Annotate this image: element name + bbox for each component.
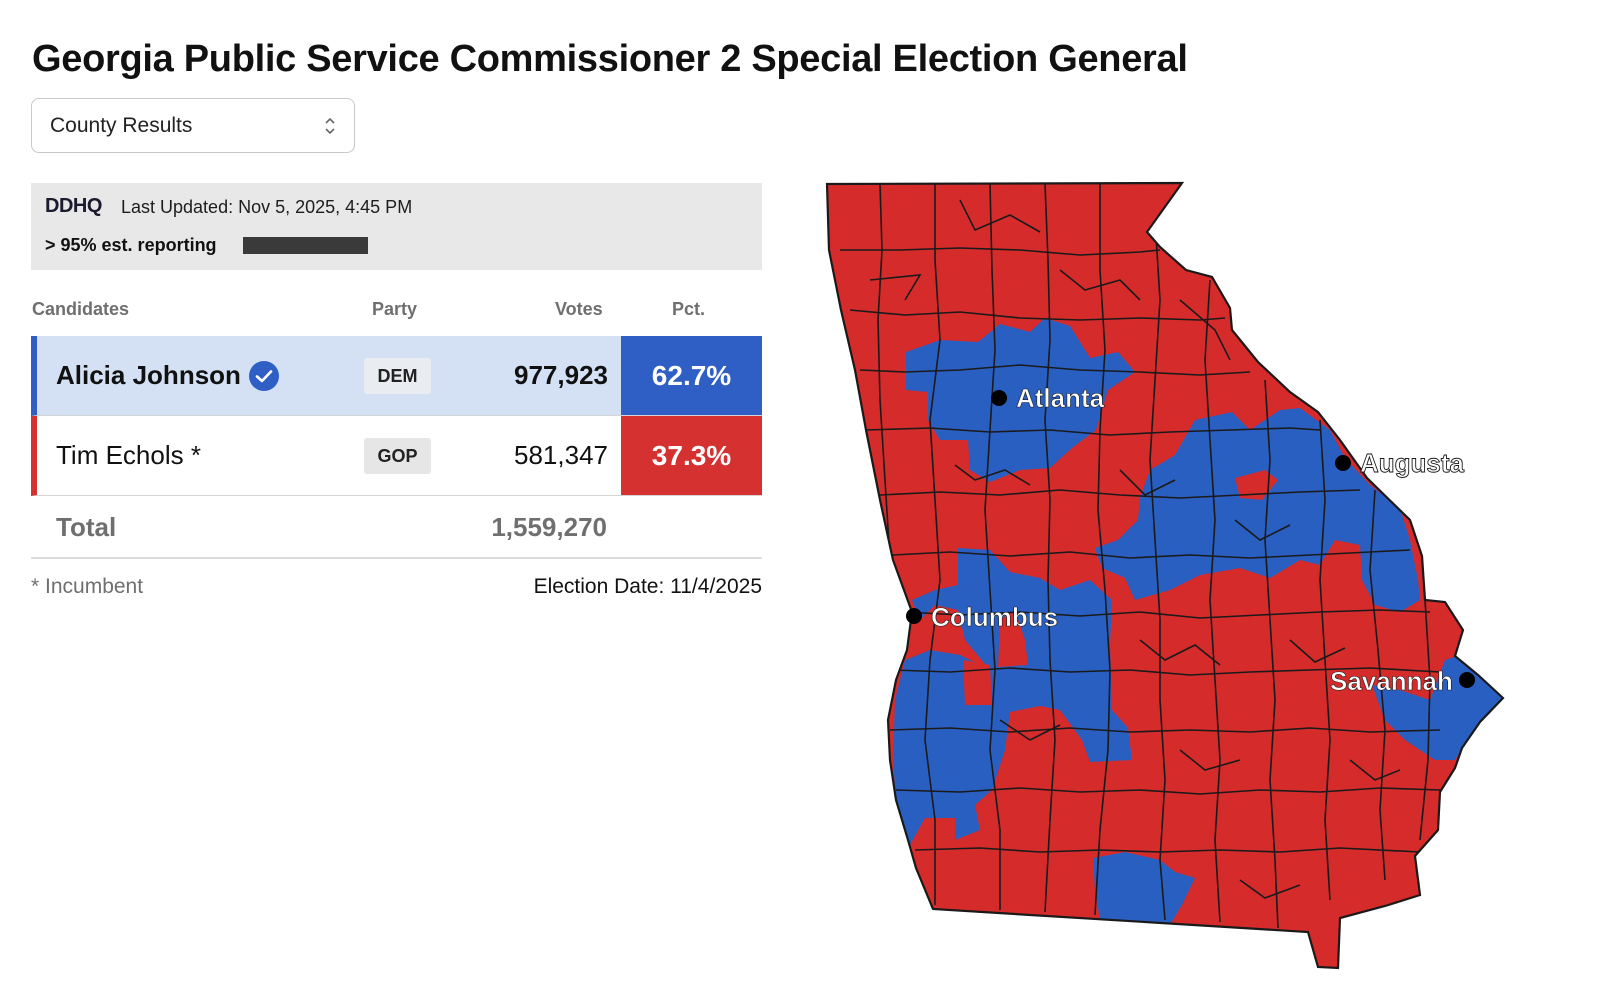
column-header-pct: Pct. <box>672 299 706 319</box>
gop-county-harris-pocket <box>998 610 1028 667</box>
total-divider <box>31 557 762 559</box>
city-markers: Atlanta Augusta Columbus Savannah <box>906 383 1475 696</box>
city-dot-columbus <box>906 608 922 624</box>
dem-county-columbus-region <box>893 548 1132 845</box>
gop-county-columbus-pocket <box>963 660 992 705</box>
party-badge: GOP <box>364 438 431 474</box>
city-label-columbus: Columbus <box>931 602 1058 632</box>
candidate-row-johnson: Alicia Johnson DEM 977,923 62.7% <box>31 336 762 416</box>
candidate-votes: 581,347 <box>514 440 608 470</box>
page-title: Georgia Public Service Commissioner 2 Sp… <box>32 38 1188 80</box>
party-badge: DEM <box>364 358 431 394</box>
column-header-votes: Votes <box>555 299 603 319</box>
city-label-atlanta: Atlanta <box>1016 383 1105 413</box>
candidate-name: Alicia Johnson <box>56 360 241 390</box>
results-view-select-value: County Results <box>50 113 193 137</box>
incumbent-note: * Incumbent <box>31 575 144 598</box>
column-header-party: Party <box>372 299 418 319</box>
ddhq-logo-text: DDHQ <box>45 195 102 217</box>
city-dot-atlanta <box>991 390 1007 406</box>
georgia-outline <box>825 181 1505 970</box>
status-panel: DDHQ Last Updated: Nov 5, 2025, 4:45 PM … <box>31 183 762 270</box>
reporting-progress-fill <box>243 237 362 254</box>
column-header-candidates: Candidates <box>32 299 130 319</box>
results-view-select[interactable]: County Results <box>31 98 355 153</box>
candidate-pct: 62.7% <box>621 336 762 415</box>
candidate-pct: 37.3% <box>621 416 762 495</box>
candidate-row-echols: Tim Echols * GOP 581,347 37.3% <box>31 416 762 496</box>
ddhq-logo: DDHQ <box>45 195 102 218</box>
total-label: Total <box>56 512 117 542</box>
reporting-status: > 95% est. reporting <box>45 235 217 255</box>
city-dot-augusta <box>1335 455 1351 471</box>
dem-county-metro-atlanta <box>906 318 1135 482</box>
dem-county-southwest <box>1093 852 1195 925</box>
select-arrows-icon <box>325 117 335 134</box>
last-updated: Last Updated: Nov 5, 2025, 4:45 PM <box>121 197 413 217</box>
city-dot-savannah <box>1459 672 1475 688</box>
candidate-votes: 977,923 <box>514 360 608 390</box>
winner-check-icon <box>249 361 279 391</box>
city-label-augusta: Augusta <box>1360 448 1465 478</box>
reporting-progress-bar <box>243 237 368 254</box>
county-borders <box>840 183 1441 929</box>
city-label-savannah: Savannah <box>1330 666 1453 696</box>
total-votes: 1,559,270 <box>491 512 607 542</box>
election-date: Election Date: 11/4/2025 <box>533 575 762 598</box>
georgia-map: Atlanta Augusta Columbus Savannah <box>825 181 1505 970</box>
candidate-name: Tim Echols * <box>56 440 201 470</box>
